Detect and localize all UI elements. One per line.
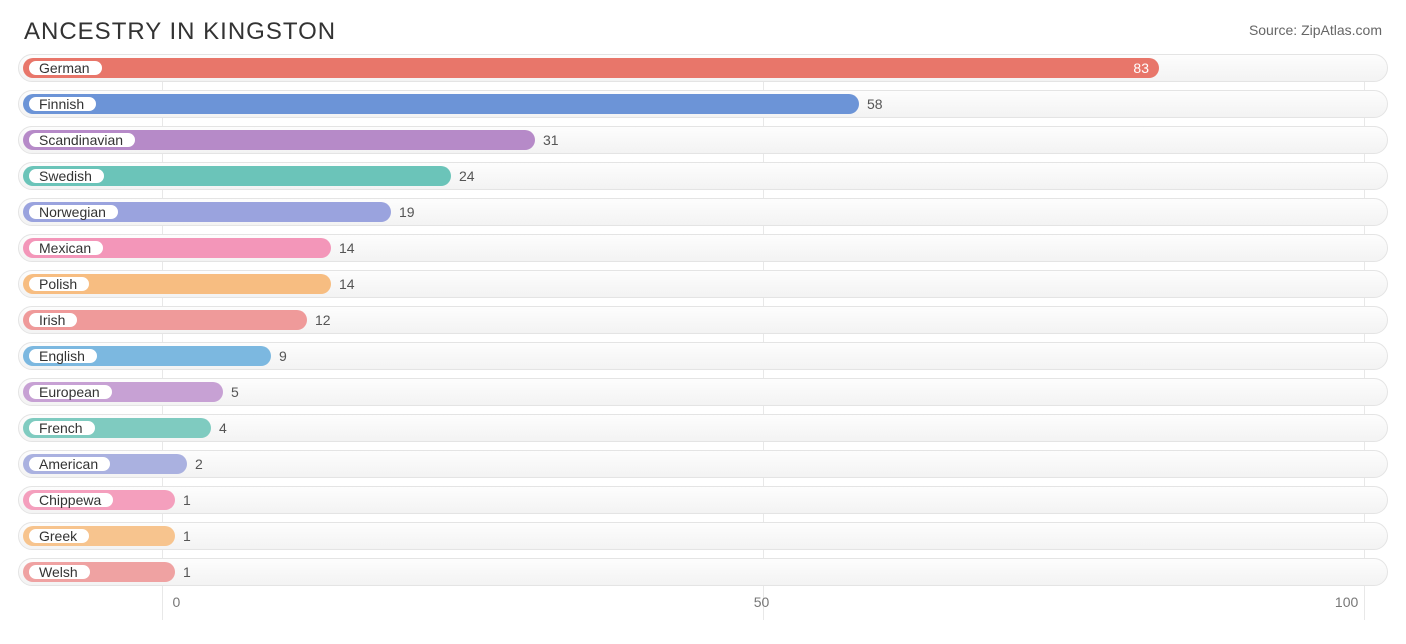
x-tick: 100 [1335,594,1358,610]
bar-label: American [27,455,112,473]
bar-label: Swedish [27,167,106,185]
bar-value: 58 [859,91,883,117]
bar-value: 19 [391,199,415,225]
bar-row: 4 French [18,414,1388,442]
bar-row: 14 Polish [18,270,1388,298]
bar-value: 12 [307,307,331,333]
bar-row: 9 English [18,342,1388,370]
bar-value: 1 [175,523,191,549]
bar-label: Welsh [27,563,92,581]
bar-label: Polish [27,275,91,293]
bar-row: 1 Chippewa [18,486,1388,514]
bar-value: 83 [23,55,1159,81]
chart-area: 83German 58 Finnish 31 Scandinavian 24 Swedish… [0,54,1406,618]
bar-label: German [27,59,104,77]
chart-title: ANCESTRY IN KINGSTON [24,18,336,46]
bar-row: 24 Swedish [18,162,1388,190]
bar-label: French [27,419,97,437]
chart-header: ANCESTRY IN KINGSTON Source: ZipAtlas.co… [0,0,1406,54]
bar-value: 2 [187,451,203,477]
bar-value: 1 [175,559,191,585]
bar-row: 1 Welsh [18,558,1388,586]
chart-source: Source: ZipAtlas.com [1249,22,1382,38]
bar-label: Mexican [27,239,105,257]
bar-row: 14 Mexican [18,234,1388,262]
bar-value: 14 [331,271,355,297]
bar-row: 31 Scandinavian [18,126,1388,154]
bar-row: 2 American [18,450,1388,478]
bar-label: Finnish [27,95,98,113]
bar-fill [23,94,859,114]
bar-value: 4 [211,415,227,441]
bar-row: 58 Finnish [18,90,1388,118]
bar-label: Norwegian [27,203,120,221]
x-tick: 0 [173,594,181,610]
bar-row: 83German [18,54,1388,82]
bar-label: Greek [27,527,91,545]
bar-value: 9 [271,343,287,369]
bar-label: Irish [27,311,79,329]
bar-value: 1 [175,487,191,513]
bar-row: 1 Greek [18,522,1388,550]
bar-row: 12 Irish [18,306,1388,334]
bar-row: 5 European [18,378,1388,406]
bar-row: 19 Norwegian [18,198,1388,226]
bar-label: European [27,383,114,401]
bar-value: 31 [535,127,559,153]
bar-value: 24 [451,163,475,189]
bar-label: Scandinavian [27,131,137,149]
bar-label: Chippewa [27,491,115,509]
x-axis: 0 50 100 [36,594,1370,618]
bar-value: 14 [331,235,355,261]
bar-value: 5 [223,379,239,405]
bar-label: English [27,347,99,365]
bar-list: 83German 58 Finnish 31 Scandinavian 24 Swedish… [18,54,1388,586]
x-tick: 50 [754,594,770,610]
